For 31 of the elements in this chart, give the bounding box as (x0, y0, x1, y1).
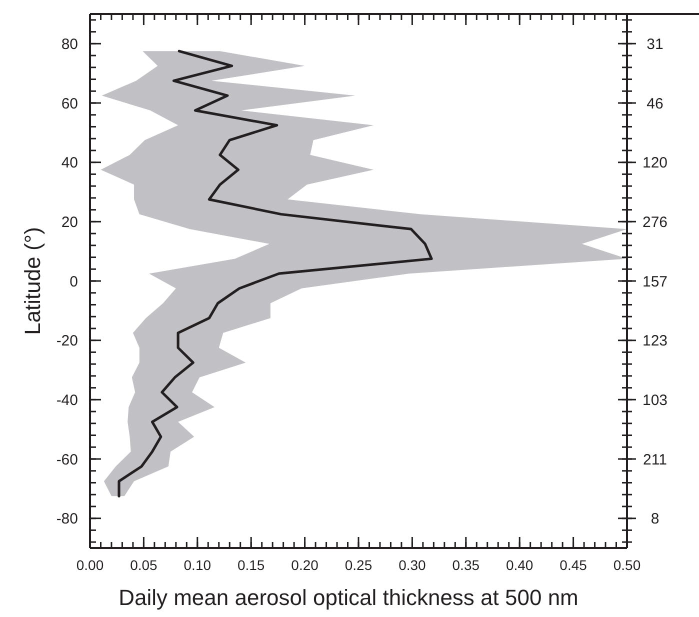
text: 120 (642, 154, 668, 172)
y-tick-label: 80 (61, 36, 78, 53)
x-tick-label: 0.05 (130, 557, 158, 573)
text: 157 (642, 273, 668, 290)
text: 211 (643, 451, 667, 468)
y-tick-label: 40 (61, 154, 78, 172)
x-tick-label: 0.50 (613, 557, 641, 573)
x-tick-label: 0.30 (398, 557, 426, 573)
x-tick-label: 0.15 (237, 557, 265, 573)
y-tick-label: -60 (56, 451, 78, 468)
x-axis-title: Daily mean aerosol optical thickness at 500 nm (118, 585, 578, 610)
x-tick-label: 0.35 (452, 557, 480, 573)
x-tick-label: 0.20 (291, 557, 319, 573)
text: 276 (642, 214, 668, 231)
y-tick-label: 20 (61, 214, 78, 231)
y-tick-label: -20 (56, 332, 78, 350)
y-tick-label: -80 (56, 510, 78, 528)
text: 103 (642, 392, 668, 409)
text: 123 (642, 332, 668, 350)
y-axis-title: Latitude (°) (20, 227, 45, 335)
text: 8 (650, 510, 660, 528)
x-tick-label: 0.10 (184, 557, 212, 573)
y-tick-label: -40 (56, 392, 78, 409)
x-tick-label: 0.00 (76, 557, 104, 573)
y-tick-label: 60 (61, 95, 78, 112)
y-tick-label: 0 (70, 273, 78, 290)
text: 31 (646, 36, 664, 53)
x-tick-label: 0.40 (506, 557, 534, 573)
text: 46 (646, 95, 664, 112)
x-tick-label: 0.25 (344, 557, 372, 573)
x-tick-label: 0.45 (560, 557, 588, 573)
